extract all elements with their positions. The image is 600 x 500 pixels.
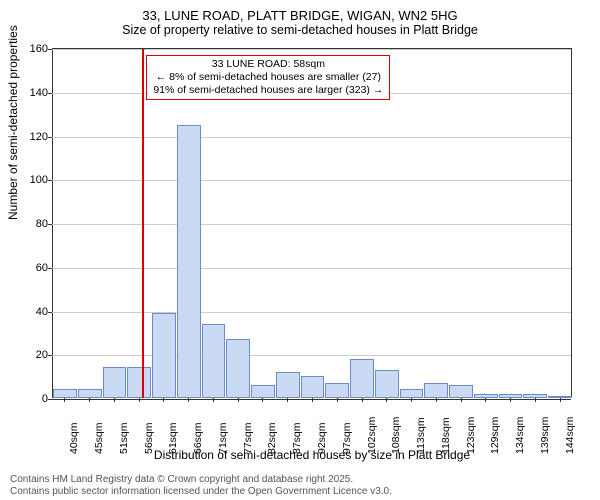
footer-line-2: Contains public sector information licen… xyxy=(10,486,392,498)
histogram-bar xyxy=(202,324,226,398)
x-tick-mark xyxy=(560,398,561,402)
annotation-smaller: ← 8% of semi-detached houses are smaller… xyxy=(153,71,383,84)
x-tick-mark xyxy=(89,398,90,402)
histogram-bar xyxy=(103,367,127,398)
y-gridline xyxy=(52,49,571,50)
annotation-title: 33 LUNE ROAD: 58sqm xyxy=(153,58,383,71)
histogram-bar xyxy=(127,367,151,398)
x-tick-mark xyxy=(510,398,511,402)
x-tick-mark xyxy=(485,398,486,402)
x-tick-mark xyxy=(312,398,313,402)
x-tick-mark xyxy=(535,398,536,402)
histogram-chart: 02040608010012014016040sqm45sqm51sqm56sq… xyxy=(52,48,572,398)
property-marker-line xyxy=(142,49,144,398)
x-axis-label: Distribution of semi-detached houses by … xyxy=(52,448,572,462)
page-subtitle: Size of property relative to semi-detach… xyxy=(0,23,600,37)
y-tick-label: 80 xyxy=(24,218,52,230)
x-tick-mark xyxy=(287,398,288,402)
footer-line-1: Contains HM Land Registry data © Crown c… xyxy=(10,474,392,486)
y-tick-label: 160 xyxy=(24,43,52,55)
attribution-footer: Contains HM Land Registry data © Crown c… xyxy=(10,474,392,498)
annotation-box: 33 LUNE ROAD: 58sqm← 8% of semi-detached… xyxy=(146,55,390,100)
y-gridline xyxy=(52,268,571,269)
histogram-bar xyxy=(424,383,448,398)
y-tick-label: 140 xyxy=(24,87,52,99)
histogram-bar xyxy=(78,389,102,398)
page-title: 33, LUNE ROAD, PLATT BRIDGE, WIGAN, WN2 … xyxy=(0,8,600,23)
y-tick-label: 0 xyxy=(24,393,52,405)
y-gridline xyxy=(52,180,571,181)
histogram-bar xyxy=(226,339,250,398)
y-axis-label: Number of semi-detached properties xyxy=(6,25,20,220)
y-tick-label: 100 xyxy=(24,174,52,186)
histogram-bar xyxy=(276,372,300,398)
x-tick-mark xyxy=(436,398,437,402)
x-tick-mark xyxy=(337,398,338,402)
histogram-bar xyxy=(301,376,325,398)
x-tick-mark xyxy=(213,398,214,402)
x-tick-mark xyxy=(461,398,462,402)
y-gridline xyxy=(52,224,571,225)
y-gridline xyxy=(52,355,571,356)
histogram-bar xyxy=(400,389,424,398)
x-tick-mark xyxy=(163,398,164,402)
histogram-bar xyxy=(177,125,201,398)
y-tick-label: 20 xyxy=(24,349,52,361)
x-tick-mark xyxy=(238,398,239,402)
histogram-bar xyxy=(375,370,399,398)
y-tick-label: 40 xyxy=(24,306,52,318)
y-tick-label: 120 xyxy=(24,131,52,143)
histogram-bar xyxy=(350,359,374,398)
histogram-bar xyxy=(325,383,349,398)
histogram-bar xyxy=(53,389,77,398)
x-tick-mark xyxy=(188,398,189,402)
y-gridline xyxy=(52,137,571,138)
histogram-bar xyxy=(152,313,176,398)
x-tick-mark xyxy=(411,398,412,402)
title-block: 33, LUNE ROAD, PLATT BRIDGE, WIGAN, WN2 … xyxy=(0,0,600,37)
x-tick-mark xyxy=(114,398,115,402)
x-tick-mark xyxy=(262,398,263,402)
annotation-larger: 91% of semi-detached houses are larger (… xyxy=(153,84,383,97)
x-tick-mark xyxy=(386,398,387,402)
x-tick-mark xyxy=(139,398,140,402)
histogram-bar xyxy=(449,385,473,398)
x-tick-mark xyxy=(362,398,363,402)
histogram-bar xyxy=(251,385,275,398)
y-gridline xyxy=(52,312,571,313)
x-tick-mark xyxy=(64,398,65,402)
y-tick-label: 60 xyxy=(24,262,52,274)
